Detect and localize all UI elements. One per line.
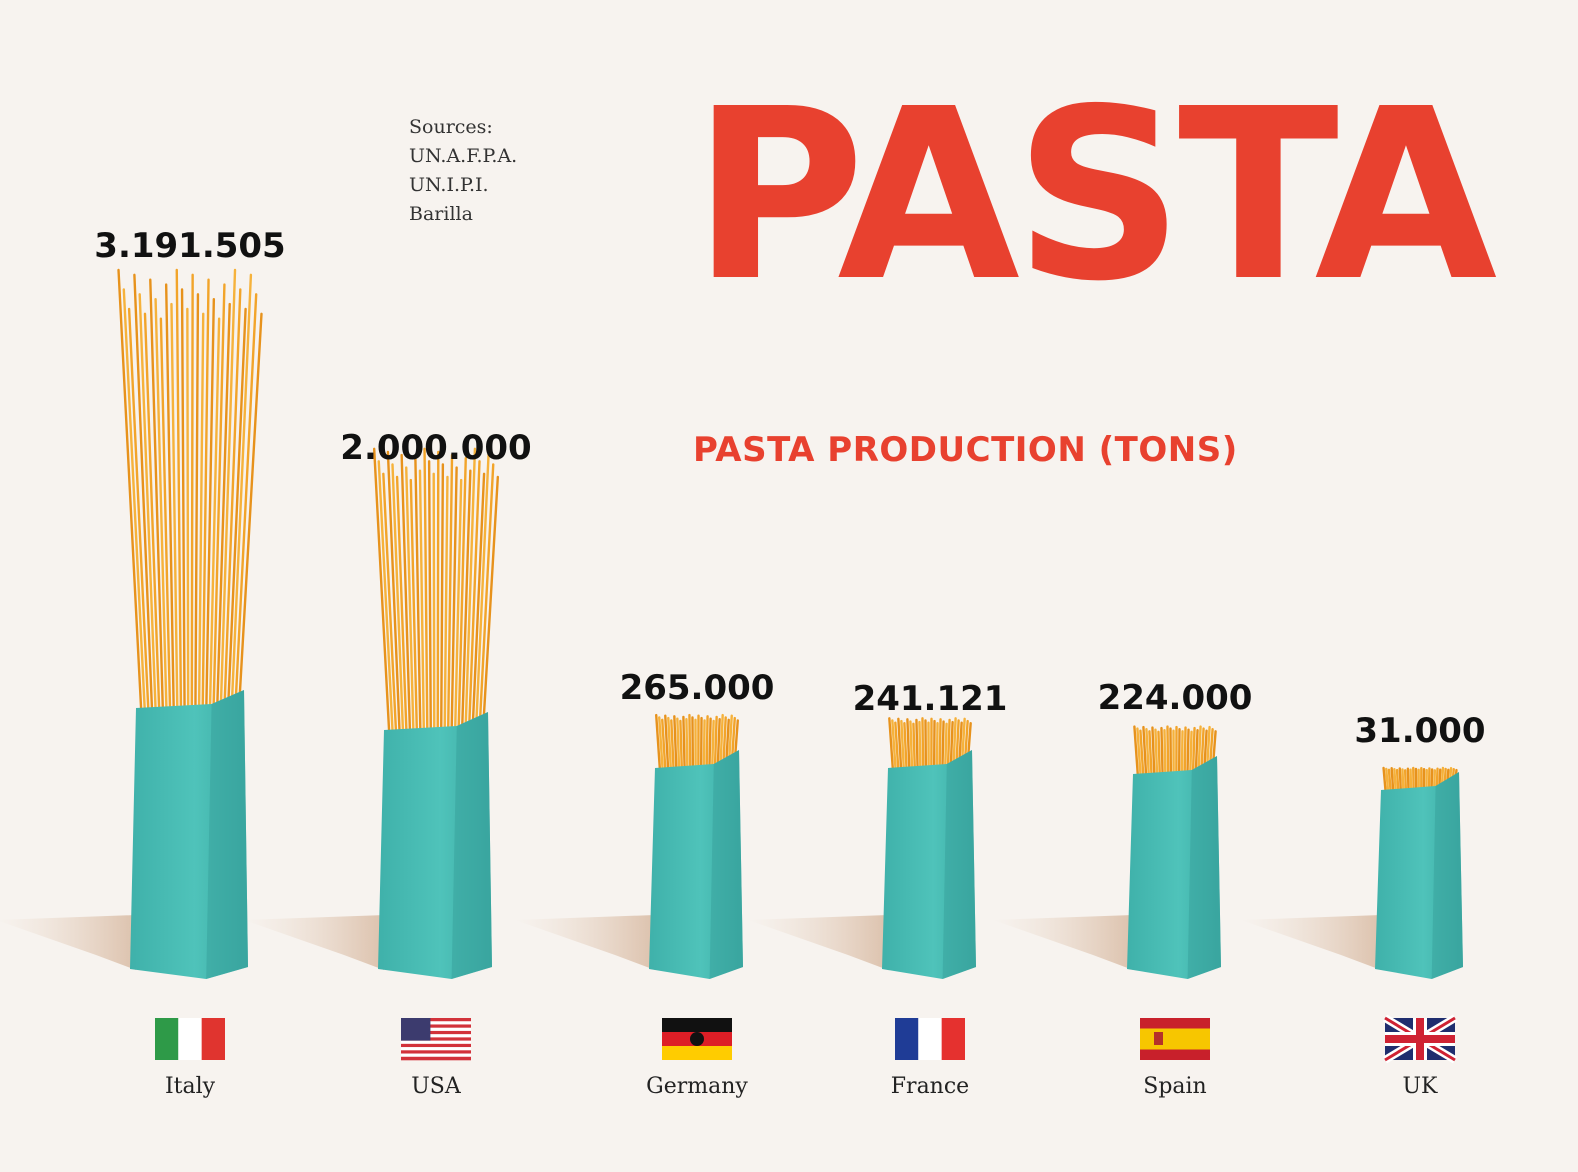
category-label: Germany: [646, 1074, 748, 1099]
source-item: UN.I.P.I.: [409, 174, 489, 196]
source-item: Barilla: [409, 203, 473, 225]
sources-block: Sources: UN.A.F.P.A. UN.I.P.I. Barilla: [409, 113, 517, 229]
category-label: USA: [411, 1074, 462, 1099]
usa-flag-icon: [401, 1018, 471, 1061]
bar-value-label: 241.121: [853, 679, 1008, 719]
bar-shadow: [0, 915, 136, 970]
bar-group-germany: 265.000 Germany: [515, 668, 774, 1099]
bar-group-spain: 224.000 Spain: [993, 678, 1252, 1099]
bar-value-label: 31.000: [1354, 711, 1485, 751]
category-label: France: [891, 1074, 969, 1099]
page-title: PASTA: [692, 58, 1497, 333]
bar-shadow: [244, 915, 384, 970]
bar-group-uk: 31.000 UK: [1241, 711, 1486, 1099]
bar-shadow: [515, 915, 655, 970]
spain-flag-icon: [1140, 1018, 1210, 1060]
chart-subtitle: PASTA PRODUCTION (TONS): [693, 430, 1238, 470]
uk-flag-icon: [1382, 1014, 1458, 1064]
category-label: UK: [1403, 1074, 1439, 1099]
bar-group-italy: 3.191.505 Italy: [0, 226, 286, 1099]
italy-flag-icon: [155, 1018, 225, 1060]
bar-value-label: 2.000.000: [340, 428, 531, 468]
category-label: Spain: [1143, 1074, 1206, 1099]
bar: [372, 447, 500, 750]
germany-flag-icon: [662, 1018, 732, 1060]
bar-shadow: [1241, 915, 1381, 970]
bar-value-label: 224.000: [1098, 678, 1253, 718]
bar-value-label: 265.000: [620, 668, 775, 708]
source-item: UN.A.F.P.A.: [409, 145, 518, 167]
sources-heading: Sources:: [409, 116, 493, 138]
bar-shadow: [748, 915, 888, 970]
bar-value-label: 3.191.505: [94, 226, 285, 266]
bar: [117, 268, 263, 728]
france-flag-icon: [895, 1018, 965, 1060]
bar-shadow: [993, 915, 1133, 970]
bar-group-france: 241.121 France: [748, 679, 1007, 1099]
category-label: Italy: [165, 1074, 216, 1099]
bar-group-usa: 2.000.000 USA: [244, 428, 532, 1099]
